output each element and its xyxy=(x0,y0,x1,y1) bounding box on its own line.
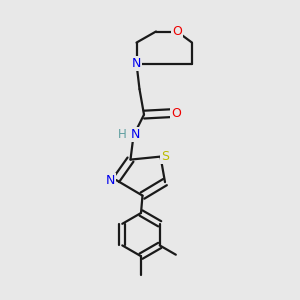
Text: N: N xyxy=(132,57,141,70)
Text: N: N xyxy=(130,128,140,141)
Text: S: S xyxy=(161,149,169,163)
Text: O: O xyxy=(172,25,182,38)
Text: O: O xyxy=(172,106,181,120)
Text: H: H xyxy=(118,128,127,141)
Text: N: N xyxy=(106,174,116,187)
